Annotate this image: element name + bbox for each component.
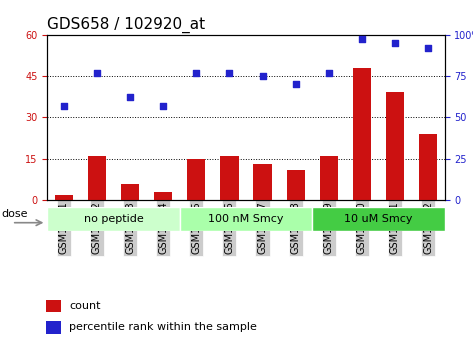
Text: GDS658 / 102920_at: GDS658 / 102920_at xyxy=(47,17,205,33)
Text: 100 nM Smcy: 100 nM Smcy xyxy=(208,214,284,224)
Bar xyxy=(46,321,61,334)
Point xyxy=(93,70,101,75)
Bar xyxy=(180,207,312,231)
Text: no peptide: no peptide xyxy=(84,214,143,224)
Point xyxy=(60,103,68,108)
Bar xyxy=(254,164,272,200)
Text: dose: dose xyxy=(1,209,27,219)
Text: percentile rank within the sample: percentile rank within the sample xyxy=(69,322,257,332)
Point xyxy=(126,95,134,100)
Point xyxy=(292,81,299,87)
Point xyxy=(159,103,167,108)
Point xyxy=(226,70,233,75)
Bar xyxy=(154,192,172,200)
Bar xyxy=(353,68,371,200)
Bar xyxy=(187,159,205,200)
Point xyxy=(259,73,266,79)
Bar xyxy=(88,156,106,200)
Bar xyxy=(46,299,61,312)
Bar xyxy=(312,207,445,231)
Bar xyxy=(220,156,238,200)
Point xyxy=(424,45,432,50)
Bar xyxy=(287,170,305,200)
Text: count: count xyxy=(69,301,101,311)
Bar xyxy=(320,156,338,200)
Bar xyxy=(55,195,73,200)
Point xyxy=(193,70,200,75)
Bar xyxy=(386,92,404,200)
Point xyxy=(391,40,399,46)
Point xyxy=(325,70,333,75)
Bar xyxy=(121,184,139,200)
Bar xyxy=(419,134,437,200)
Text: 10 uM Smcy: 10 uM Smcy xyxy=(344,214,412,224)
Point xyxy=(358,37,366,42)
Bar xyxy=(47,207,180,231)
